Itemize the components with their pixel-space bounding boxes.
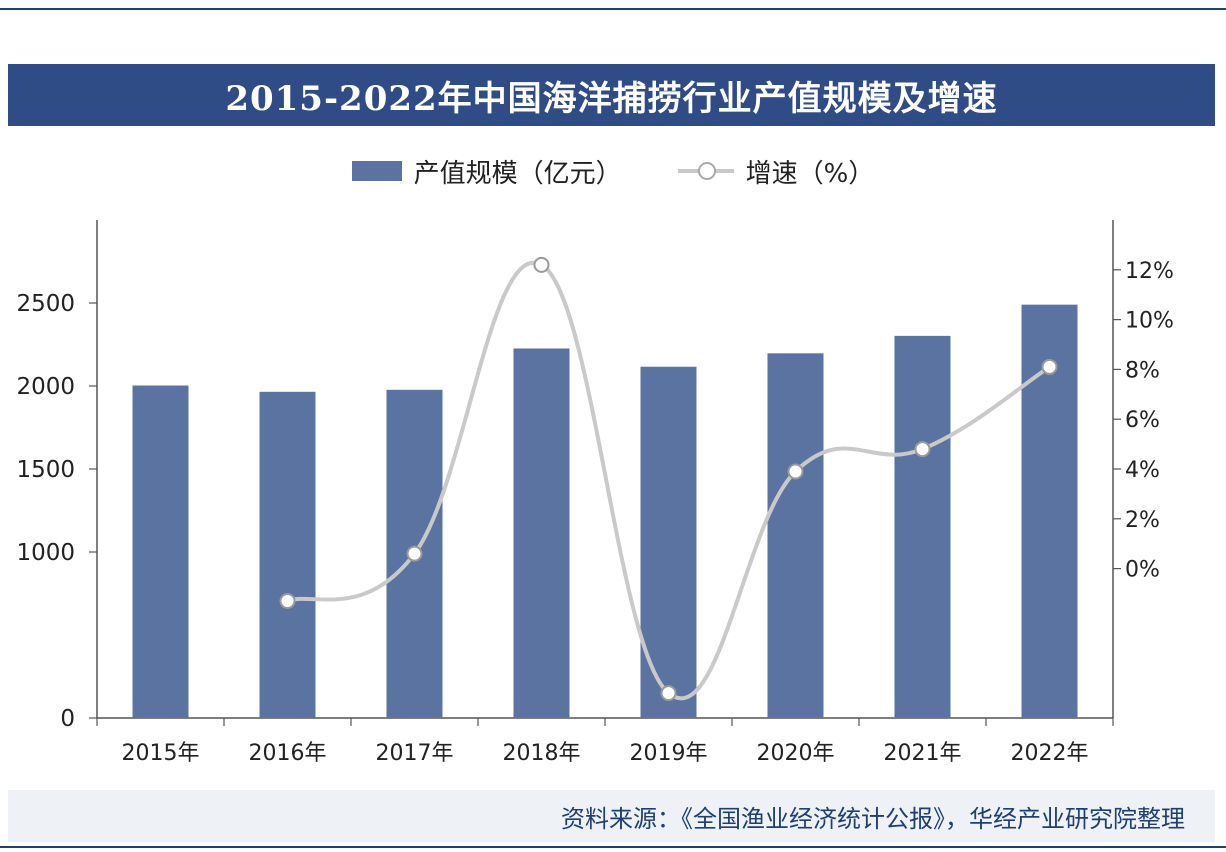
x-tick-label: 2022年: [1011, 741, 1089, 766]
right-tick-label: 6%: [1125, 408, 1160, 433]
top-rule: [0, 8, 1226, 10]
legend-line-swatch: [677, 161, 734, 181]
legend-item-line: 增速（%）: [677, 153, 875, 190]
x-tick-label: 2019年: [630, 741, 708, 766]
bar: [132, 385, 189, 718]
chart-title: 2015-2022年中国海洋捕捞行业产值规模及增速: [225, 78, 998, 119]
left-tick-label: 2500: [16, 291, 75, 317]
title-bar: 2015-2022年中国海洋捕捞行业产值规模及增速: [8, 64, 1215, 126]
left-tick-label: 0: [60, 706, 75, 732]
bar: [640, 366, 697, 718]
legend-bar-swatch: [351, 161, 402, 181]
legend-bar-label: 产值规模（亿元）: [413, 158, 622, 189]
legend-item-bar: 产值规模（亿元）: [351, 153, 622, 190]
source-bar: 资料来源：《全国渔业经济统计公报》，华经产业研究院整理: [8, 790, 1215, 842]
x-tick-label: 2020年: [757, 741, 835, 766]
bar: [259, 391, 316, 718]
x-tick-label: 2016年: [249, 741, 327, 766]
growth-point: [787, 463, 804, 480]
right-tick-label: 8%: [1125, 358, 1160, 383]
growth-point: [279, 592, 296, 609]
legend: 产值规模（亿元） 增速（%）: [0, 148, 1226, 194]
legend-line-label: 增速（%）: [745, 158, 875, 189]
growth-point: [406, 545, 423, 562]
growth-point: [1041, 358, 1058, 375]
bar: [513, 348, 570, 718]
right-tick-label: 2%: [1125, 508, 1160, 533]
growth-point: [660, 685, 677, 702]
left-tick-label: 1500: [16, 457, 75, 483]
bottom-rule: [0, 846, 1226, 848]
growth-point: [914, 441, 931, 458]
bar: [894, 335, 951, 718]
x-tick-label: 2015年: [122, 741, 200, 766]
right-tick-label: 12%: [1125, 259, 1174, 284]
left-tick-label: 1000: [16, 540, 75, 566]
right-tick-label: 0%: [1125, 558, 1160, 583]
left-tick-label: 2000: [16, 374, 75, 400]
bar: [767, 353, 824, 718]
source-text: 资料来源：《全国渔业经济统计公报》，华经产业研究院整理: [561, 804, 1185, 833]
x-tick-label: 2018年: [503, 741, 581, 766]
x-tick-label: 2021年: [884, 741, 962, 766]
right-tick-label: 10%: [1125, 309, 1174, 334]
growth-point: [533, 256, 550, 273]
x-tick-label: 2017年: [376, 741, 454, 766]
right-tick-label: 4%: [1125, 458, 1160, 483]
growth-line: [286, 260, 1051, 701]
